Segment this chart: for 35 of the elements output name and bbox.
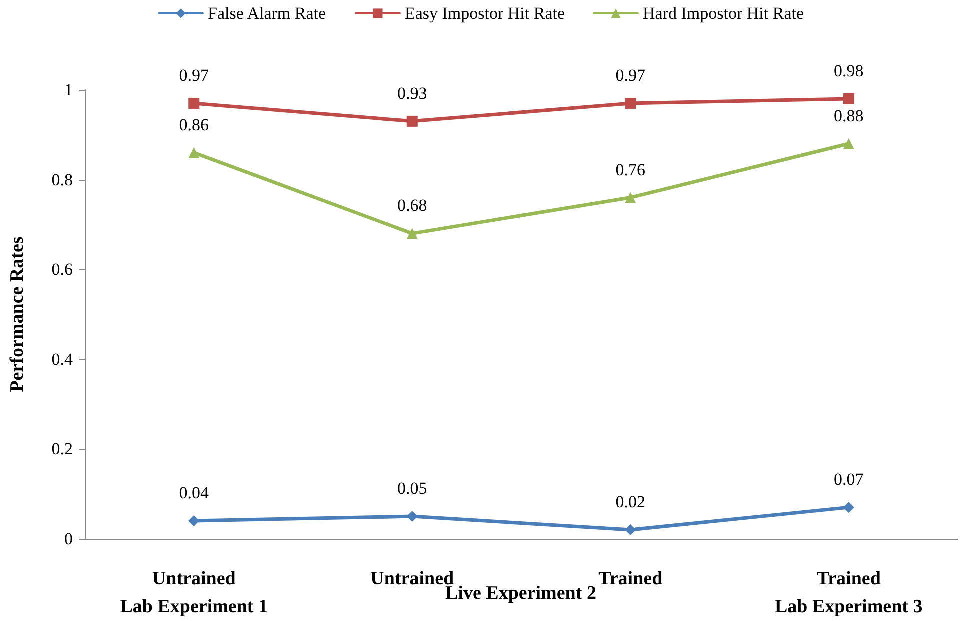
data-label: 0.93 xyxy=(398,84,428,103)
point xyxy=(188,98,200,109)
point xyxy=(406,228,418,240)
y-tick-label: 0 xyxy=(64,530,73,548)
legend-label: Easy Impostor Hit Rate xyxy=(404,4,566,23)
point xyxy=(625,524,636,536)
data-label: 0.86 xyxy=(179,115,209,134)
x-tick-label: Trained Lab Experiment 3 xyxy=(774,568,923,618)
point xyxy=(843,138,854,150)
x-tick-label: Trained xyxy=(598,568,664,590)
data-label: 0.04 xyxy=(179,484,210,503)
point xyxy=(625,98,636,109)
data-label: 0.68 xyxy=(398,196,428,216)
data-label: 0.05 xyxy=(398,479,428,498)
point xyxy=(625,192,636,204)
data-label: 0.02 xyxy=(616,492,646,512)
data-label: 0.07 xyxy=(834,470,864,490)
x-tick-label: Untrained Lab Experiment 1 xyxy=(120,568,268,618)
point xyxy=(843,502,854,514)
point xyxy=(406,116,418,127)
data-label: 0.97 xyxy=(179,66,210,85)
point xyxy=(188,147,200,158)
data-label: 0.97 xyxy=(616,66,646,85)
y-tick-label: 0.2 xyxy=(52,440,73,459)
point xyxy=(843,93,854,104)
data-label: 0.98 xyxy=(834,61,864,80)
y-axis-title: Performance Rates xyxy=(7,236,28,392)
y-tick-label: 1 xyxy=(64,80,73,100)
legend-label: Hard Impostor Hit Rate xyxy=(643,4,804,23)
y-tick-label: 0.4 xyxy=(52,350,74,369)
y-tick-label: 0.8 xyxy=(52,170,73,190)
data-label: 0.76 xyxy=(616,160,646,180)
data-label: 0.88 xyxy=(834,106,864,126)
legend-label: False Alarm Rate xyxy=(208,4,326,23)
y-tick-label: 0.6 xyxy=(52,260,73,280)
